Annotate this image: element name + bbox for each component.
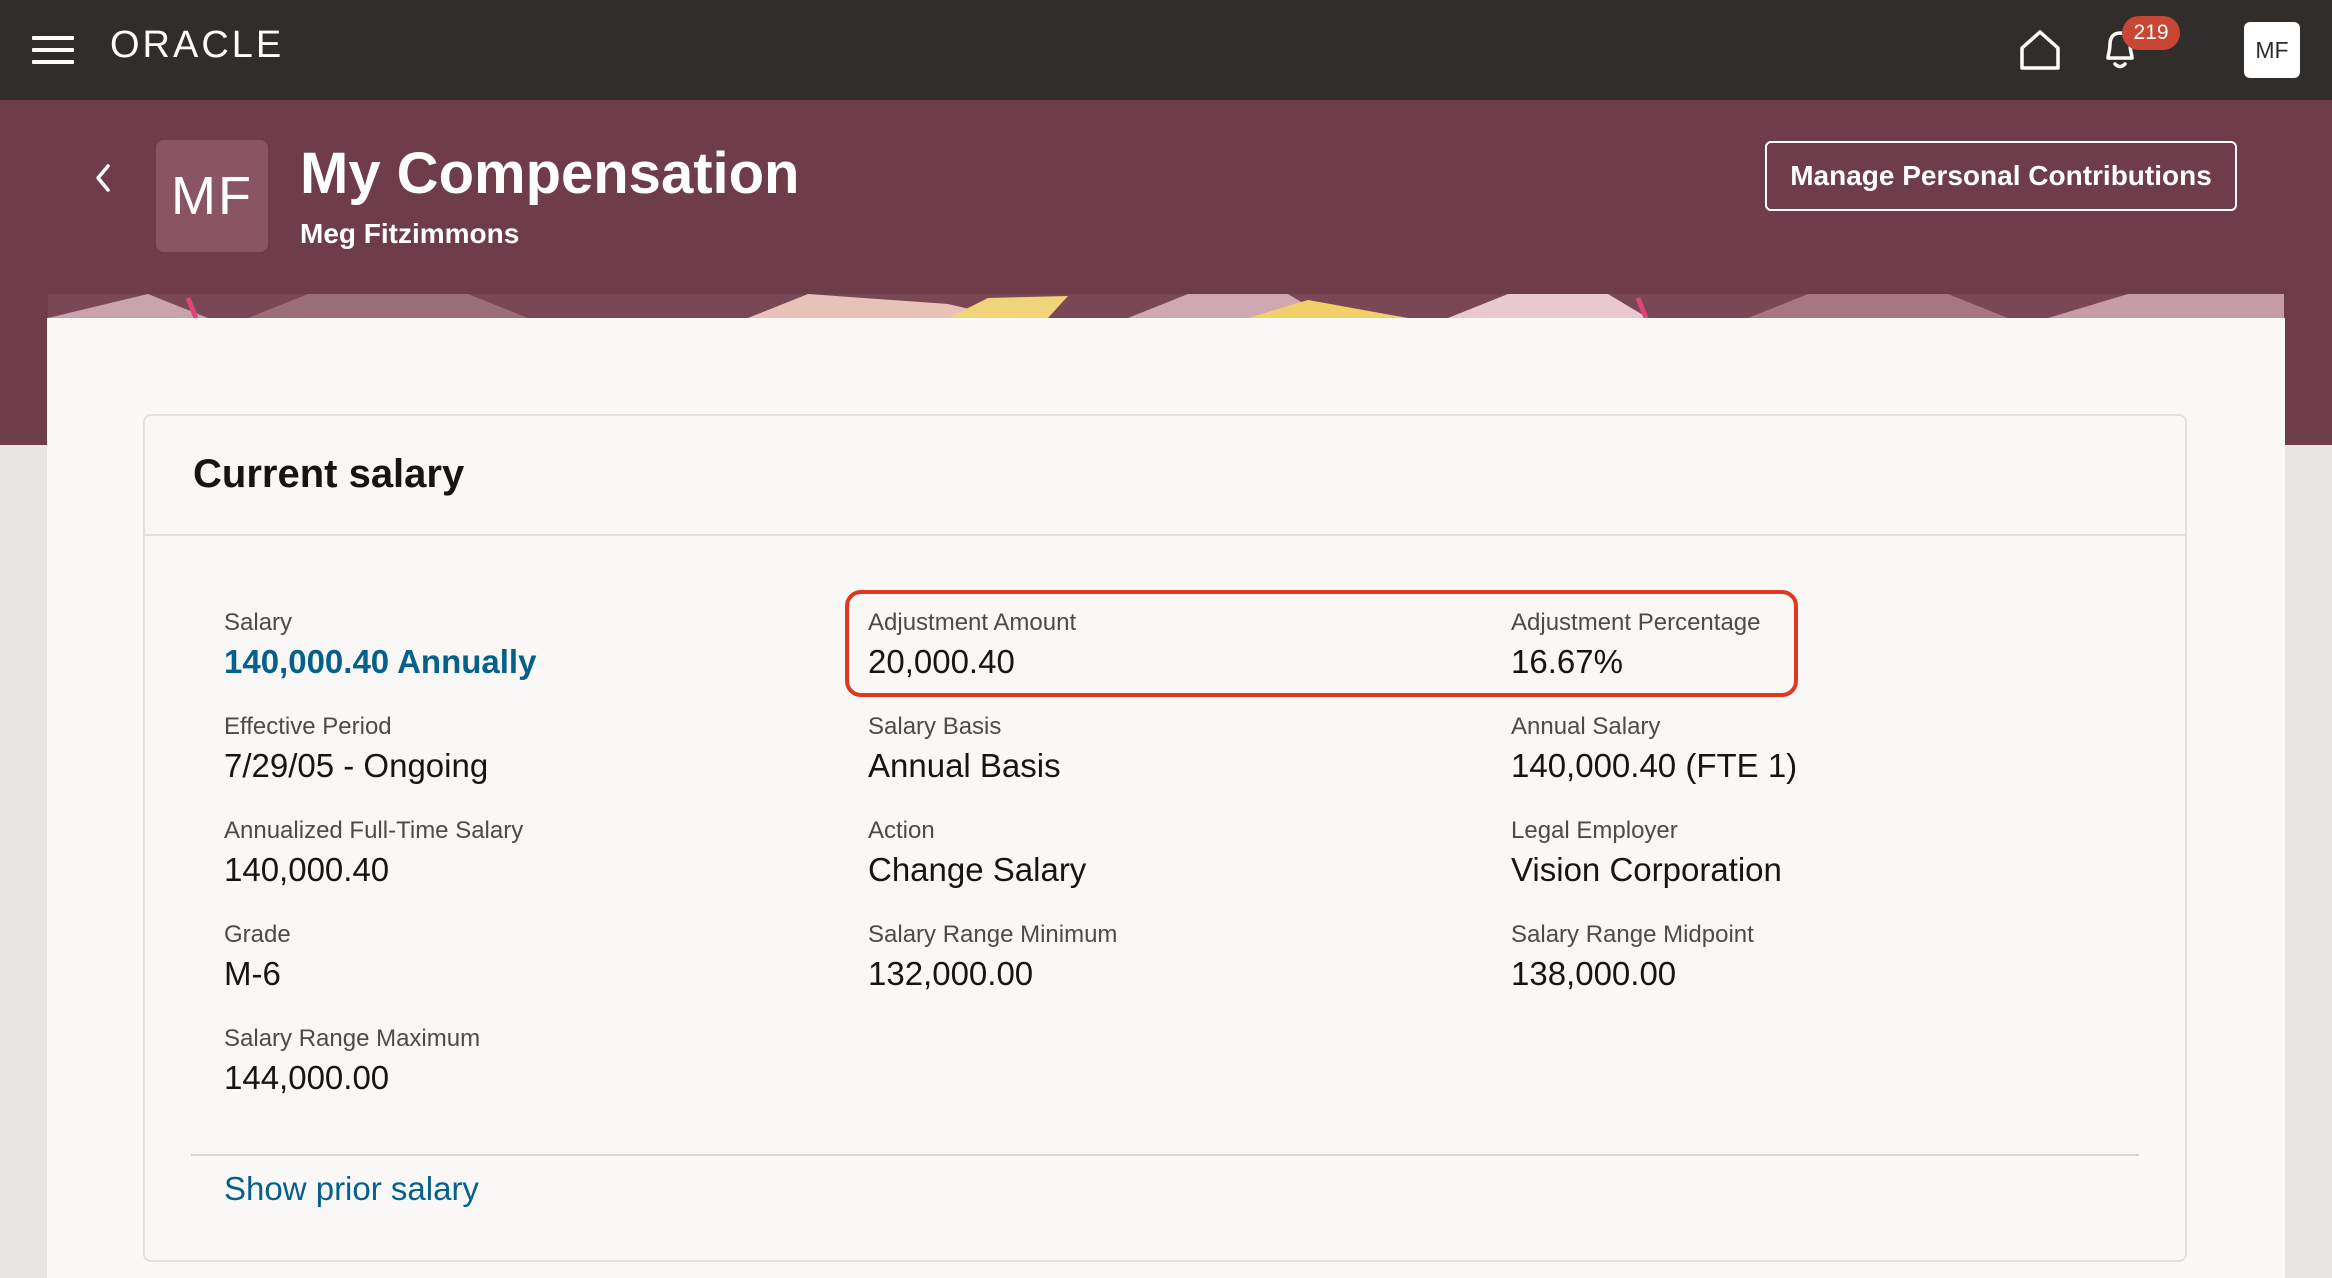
annualized-fulltime-salary-field: Annualized Full-Time Salary 140,000.40 [224,816,523,892]
field-value: Annual Basis [868,747,1061,784]
field-label: Salary [224,609,293,636]
field-label: Salary Range Maximum [224,1025,481,1052]
right-background-texture [2285,445,2332,1278]
annual-salary-field: Annual Salary 140,000.40 (FTE 1) [1511,712,1797,788]
card-title: Current salary [193,452,465,496]
adjustment-highlight-box [845,590,1798,697]
field-value: 138,000.00 [1511,955,1677,992]
employee-name: Meg Fitzimmons [300,218,520,249]
current-salary-card: Current salary [143,414,2187,1262]
field-label: Effective Period [224,713,392,740]
salary-range-minimum-field: Salary Range Minimum 132,000.00 [868,920,1117,996]
field-label: Salary Range Minimum [868,921,1118,948]
hamburger-menu-icon[interactable] [32,36,74,64]
field-value: 20,000.40 [868,643,1015,680]
field-label: Salary Basis [868,713,1002,740]
salary-value-link[interactable]: 140,000.40 Annually [224,643,537,680]
field-label: Adjustment Amount [868,609,1077,636]
home-icon[interactable] [2016,26,2064,74]
field-value: 140,000.40 (FTE 1) [1511,747,1798,784]
card-divider [191,1154,2139,1156]
field-value: 140,000.40 [224,851,390,888]
legal-employer-field: Legal Employer Vision Corporation [1511,816,1782,892]
back-chevron-icon[interactable] [86,160,122,196]
manage-personal-contributions-button[interactable]: Manage Personal Contributions [1765,141,2237,211]
salary-range-maximum-field: Salary Range Maximum 144,000.00 [224,1024,480,1100]
user-menu-avatar[interactable]: MF [2244,22,2300,78]
field-value: Change Salary [868,851,1087,888]
field-label: Adjustment Percentage [1511,609,1761,636]
field-label: Legal Employer [1511,817,1678,844]
notifications-bell-icon[interactable] [2096,24,2144,74]
field-label: Grade [224,921,291,948]
top-navigation-bar: ORACLE 219 MF [0,0,2332,100]
left-background-texture [0,445,47,1278]
action-field: Action Change Salary [868,816,1086,892]
salary-basis-field: Salary Basis Annual Basis [868,712,1061,788]
field-label: Annualized Full-Time Salary [224,817,524,844]
salary-field: Salary 140,000.40 Annually [224,608,536,684]
employee-avatar: MF [156,140,268,252]
card-header: Current salary [145,416,2185,536]
field-value: M-6 [224,955,281,992]
notification-count-badge[interactable]: 219 [2122,16,2180,50]
page-title: My Compensation [300,141,800,206]
salary-range-midpoint-field: Salary Range Midpoint 138,000.00 [1511,920,1754,996]
decorative-pattern-strip [48,294,2284,318]
field-value: 16.67% [1511,643,1623,680]
oracle-logo[interactable]: ORACLE [110,24,285,66]
field-value: 7/29/05 - Ongoing [224,747,489,784]
field-label: Salary Range Midpoint [1511,921,1754,948]
field-value: 132,000.00 [868,955,1034,992]
show-prior-salary-link[interactable]: Show prior salary [224,1170,479,1207]
adjustment-amount-field: Adjustment Amount 20,000.40 [868,608,1076,684]
field-label: Action [868,817,935,844]
adjustment-percentage-field: Adjustment Percentage 16.67% [1511,608,1760,684]
field-value: Vision Corporation [1511,851,1782,888]
effective-period-field: Effective Period 7/29/05 - Ongoing [224,712,488,788]
grade-field: Grade M-6 [224,920,291,996]
field-label: Annual Salary [1511,713,1661,740]
field-value: 144,000.00 [224,1059,390,1096]
